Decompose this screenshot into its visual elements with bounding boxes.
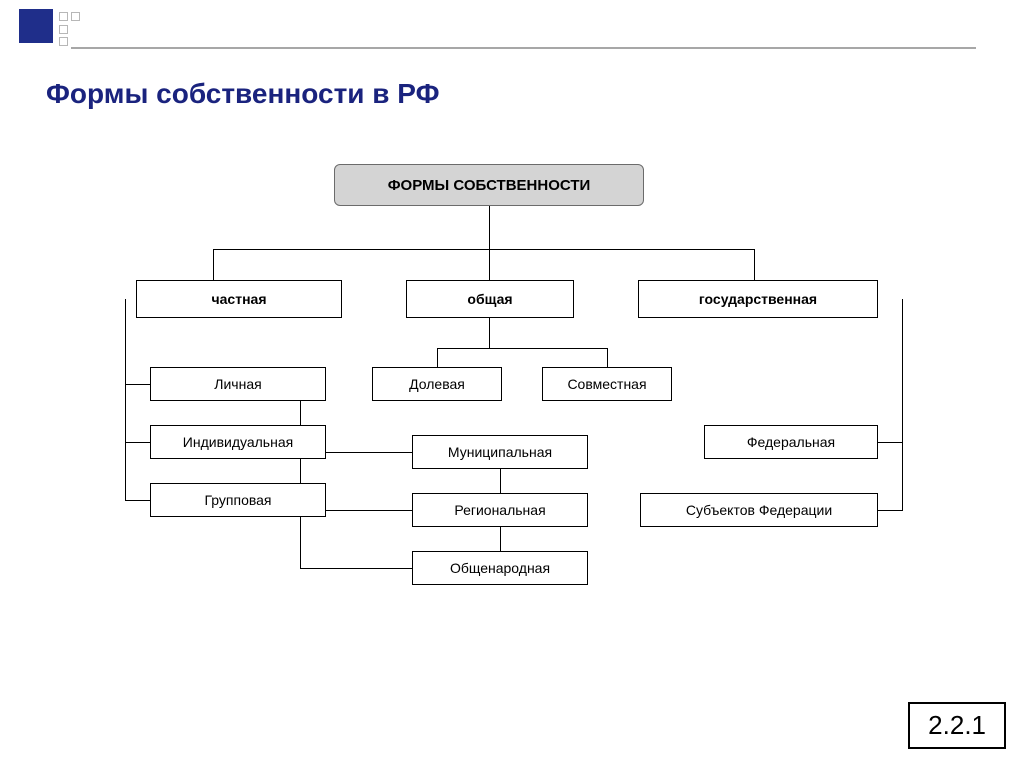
ownership-tree-diagram: ФОРМЫ СОБСТВЕННОСТИ частная общая государст… — [0, 0, 1024, 767]
tree-connector — [437, 348, 438, 367]
tree-node-municipal: Муниципальная — [412, 435, 588, 469]
tree-node-root: ФОРМЫ СОБСТВЕННОСТИ — [334, 164, 644, 206]
tree-node-state: государственная — [638, 280, 878, 318]
tree-connector — [878, 442, 903, 443]
tree-connector — [902, 299, 903, 511]
tree-node-regional: Региональная — [412, 493, 588, 527]
tree-connector — [754, 249, 755, 280]
tree-connector — [437, 348, 607, 349]
tree-connector — [300, 384, 301, 569]
tree-connector — [125, 442, 150, 443]
tree-node-personal: Личная — [150, 367, 326, 401]
tree-node-subjects: Субъектов Федерации — [640, 493, 878, 527]
tree-connector — [125, 500, 150, 501]
tree-connector — [125, 384, 150, 385]
tree-node-common: общая — [406, 280, 574, 318]
tree-connector — [878, 510, 903, 511]
tree-node-national: Общенародная — [412, 551, 588, 585]
tree-connector — [489, 318, 490, 348]
tree-connector — [489, 249, 490, 280]
tree-node-individual: Индивидуальная — [150, 425, 326, 459]
tree-node-joint: Совместная — [542, 367, 672, 401]
tree-node-federal: Федеральная — [704, 425, 878, 459]
tree-connector — [607, 348, 608, 367]
tree-node-private: частная — [136, 280, 342, 318]
tree-connector — [500, 469, 501, 493]
tree-connector — [500, 527, 501, 551]
tree-connector — [300, 568, 412, 569]
tree-connector — [489, 206, 490, 249]
tree-node-share: Долевая — [372, 367, 502, 401]
tree-connector — [213, 249, 755, 250]
tree-node-group: Групповая — [150, 483, 326, 517]
tree-connector — [213, 249, 214, 280]
page-number: 2.2.1 — [908, 702, 1006, 749]
tree-connector — [125, 299, 126, 501]
